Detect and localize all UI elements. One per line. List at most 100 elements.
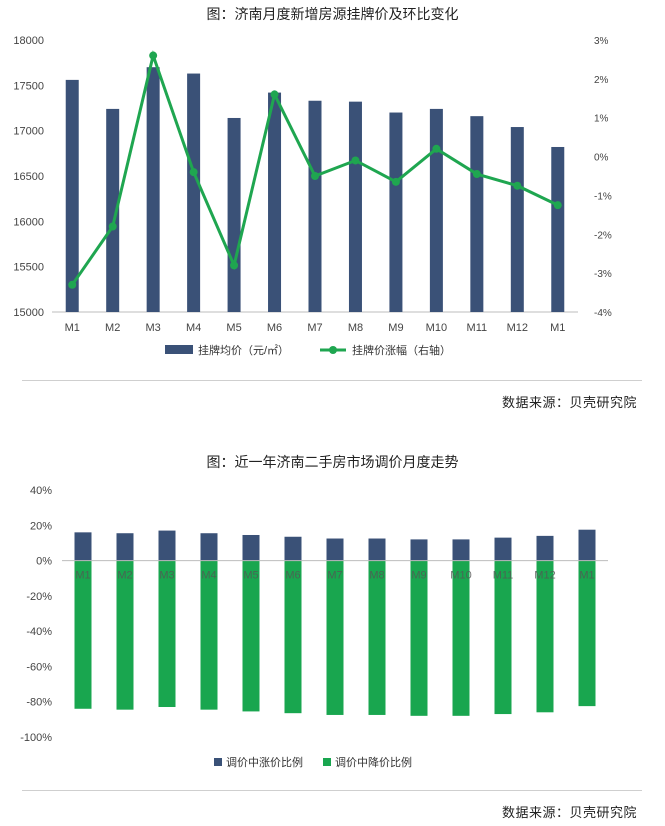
y-axis-tick-label: -100% bbox=[20, 732, 52, 744]
bar-price-increase-share bbox=[578, 529, 596, 561]
bar-price-increase-share bbox=[326, 538, 344, 561]
line-point bbox=[189, 168, 198, 177]
bar-listing-price bbox=[65, 79, 79, 312]
bar-listing-price bbox=[146, 67, 160, 312]
left-axis-tick-label: 18000 bbox=[13, 35, 44, 47]
x-axis-tick-label: M6 bbox=[285, 570, 300, 582]
x-axis-tick-label: M8 bbox=[348, 322, 363, 334]
bar-price-increase-share bbox=[452, 539, 470, 561]
bar-price-increase-share bbox=[284, 536, 302, 561]
line-point bbox=[230, 261, 239, 270]
legend-label-increase: 调价中涨价比例 bbox=[226, 755, 303, 769]
x-axis-tick-label: M7 bbox=[307, 322, 322, 334]
line-point bbox=[391, 177, 400, 186]
chart1-source: 数据来源：贝壳研究院 bbox=[501, 396, 637, 411]
x-axis-tick-label: M7 bbox=[327, 570, 342, 582]
x-axis-tick-label: M12 bbox=[534, 570, 555, 582]
bar-price-decrease-share bbox=[494, 560, 512, 715]
bar-price-decrease-share bbox=[536, 560, 554, 713]
bar-price-decrease-share bbox=[200, 560, 218, 710]
x-axis-tick-label: M11 bbox=[493, 570, 514, 582]
bar-price-decrease-share bbox=[410, 560, 428, 716]
line-point bbox=[432, 144, 441, 153]
x-axis-tick-label: M8 bbox=[369, 570, 384, 582]
right-axis-tick-label: 0% bbox=[594, 153, 609, 164]
bar-price-increase-share bbox=[74, 532, 92, 561]
x-axis-tick-label: M9 bbox=[411, 570, 426, 582]
chart1-title: 图：济南月度新增房源挂牌价及环比变化 bbox=[206, 7, 459, 23]
bar-price-decrease-share bbox=[326, 560, 344, 715]
bar-listing-price bbox=[470, 116, 484, 312]
x-axis-tick-label: M1 bbox=[75, 570, 90, 582]
right-axis-tick-label: 3% bbox=[594, 36, 609, 47]
chart1-svg: 15000 15500 16000 16500 17000 17500 18000 -4% -3… bbox=[13, 35, 612, 357]
chart2-svg: -100% -80% -60% -40% -20% 0% 20% 40% M1 M2 M3 M4 M5 M… bbox=[20, 485, 608, 769]
bar-listing-price bbox=[510, 127, 524, 312]
legend-swatch-increase bbox=[214, 758, 222, 766]
legend-label-bar: 挂牌均价（元/㎡） bbox=[198, 343, 289, 357]
line-point bbox=[270, 90, 279, 99]
line-point bbox=[311, 172, 319, 180]
left-axis-tick-label: 16500 bbox=[13, 171, 44, 183]
x-axis-tick-label: M4 bbox=[186, 322, 201, 334]
y-axis-tick-label: 0% bbox=[36, 556, 52, 568]
y-axis-tick-label: -60% bbox=[26, 661, 52, 673]
y-axis-tick-label: -20% bbox=[26, 591, 52, 603]
bar-price-decrease-share bbox=[452, 560, 470, 716]
bar-listing-price bbox=[187, 73, 201, 312]
chart2-divider bbox=[22, 790, 642, 791]
legend-swatch-decrease bbox=[323, 758, 331, 766]
line-point bbox=[149, 51, 158, 60]
y-axis-tick-label: 40% bbox=[30, 485, 52, 497]
x-axis-tick-label: M3 bbox=[146, 322, 161, 334]
chart2-source: 数据来源：贝壳研究院 bbox=[501, 806, 637, 821]
left-axis-tick-label: 16000 bbox=[13, 216, 44, 228]
bar-price-increase-share bbox=[200, 533, 218, 561]
x-axis-tick-label: M1 bbox=[579, 570, 594, 582]
legend-swatch-bar bbox=[165, 345, 193, 354]
line-point bbox=[472, 170, 481, 179]
bar-price-decrease-share bbox=[368, 560, 386, 715]
legend-swatch-line-marker bbox=[329, 346, 337, 354]
x-axis-tick-label: M6 bbox=[267, 322, 282, 334]
x-axis-tick-label: M10 bbox=[450, 570, 471, 582]
x-axis-tick-label: M11 bbox=[467, 322, 488, 334]
right-axis-tick-label: -4% bbox=[594, 308, 612, 319]
bar-price-decrease-share bbox=[578, 560, 596, 707]
x-axis-tick-label: M5 bbox=[226, 322, 241, 334]
bar-price-decrease-share bbox=[74, 560, 92, 709]
bar-listing-price bbox=[227, 117, 241, 313]
line-point bbox=[553, 201, 562, 210]
bar-listing-price bbox=[348, 101, 362, 312]
bar-price-increase-share bbox=[368, 538, 386, 561]
chart1-divider bbox=[22, 380, 642, 381]
bar-price-decrease-share bbox=[242, 560, 260, 712]
bar-price-decrease-share bbox=[284, 560, 302, 714]
bar-listing-price bbox=[268, 92, 282, 312]
bar-listing-price bbox=[308, 100, 322, 312]
bar-price-increase-share bbox=[158, 530, 176, 561]
left-axis-tick-label: 17500 bbox=[13, 80, 44, 92]
x-axis-tick-label: M4 bbox=[201, 570, 216, 582]
bar-listing-price bbox=[429, 108, 443, 312]
right-axis-tick-label: 1% bbox=[594, 114, 609, 125]
bar-price-decrease-share bbox=[116, 560, 134, 710]
y-axis-tick-label: 20% bbox=[30, 520, 52, 532]
y-axis-tick-label: -40% bbox=[26, 626, 52, 638]
line-point bbox=[513, 181, 522, 190]
bar-listing-price bbox=[551, 146, 565, 312]
x-axis-tick-label: M1 bbox=[550, 322, 565, 334]
left-axis-tick-label: 15500 bbox=[13, 262, 44, 274]
legend-label-decrease: 调价中降价比例 bbox=[335, 755, 412, 769]
legend-label-line: 挂牌价涨幅（右轴） bbox=[352, 343, 451, 357]
x-axis-tick-label: M12 bbox=[507, 322, 528, 334]
bar-price-increase-share bbox=[116, 533, 134, 561]
right-axis-tick-label: 2% bbox=[594, 75, 609, 86]
x-axis-tick-label: M5 bbox=[243, 570, 258, 582]
bar-price-decrease-share bbox=[158, 560, 176, 708]
bar-price-increase-share bbox=[536, 535, 554, 561]
line-point bbox=[351, 156, 360, 165]
x-axis-tick-label: M2 bbox=[105, 322, 120, 334]
bar-price-increase-share bbox=[242, 534, 260, 561]
x-axis-tick-label: M3 bbox=[159, 570, 174, 582]
